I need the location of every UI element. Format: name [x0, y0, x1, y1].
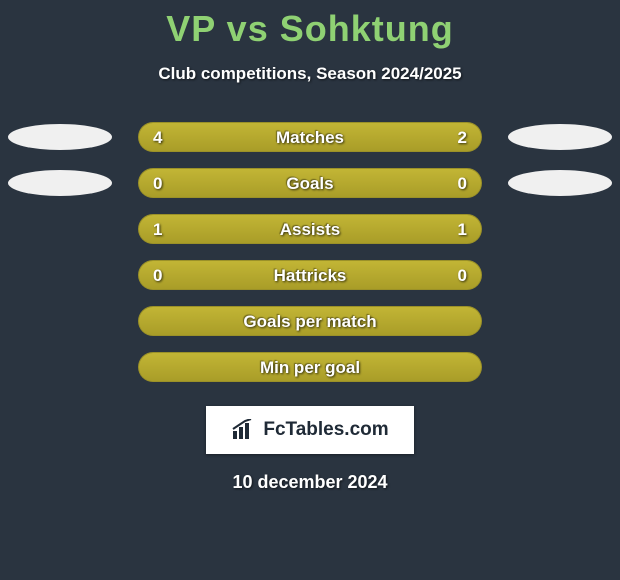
- stat-bar-track: Assists1 1: [138, 214, 482, 244]
- stat-bar-track: Goals0 0: [138, 168, 482, 198]
- stat-bar-track: Hattricks0 0: [138, 260, 482, 290]
- chart-container: VP vs Sohktung Club competitions, Season…: [0, 0, 620, 493]
- stat-value-right: 2: [458, 123, 467, 152]
- team-oval-left: [8, 170, 112, 196]
- stat-row: Goals0 0: [0, 168, 620, 198]
- stat-value-left: 0: [153, 261, 162, 290]
- stat-bar-track: Min per goal: [138, 352, 482, 382]
- stat-label: Min per goal: [139, 353, 481, 382]
- stat-bar-track: Matches4 2: [138, 122, 482, 152]
- stat-label: Matches: [139, 123, 481, 152]
- date-text: 10 december 2024: [232, 472, 387, 493]
- stat-value-left: 4: [153, 123, 162, 152]
- stat-value-right: 0: [458, 169, 467, 198]
- title-left: VP: [166, 8, 215, 49]
- title-vs: vs: [216, 8, 280, 49]
- chart-icon: [231, 419, 257, 441]
- team-oval-right: [508, 170, 612, 196]
- stat-row: Min per goal: [0, 352, 620, 382]
- stat-rows: Matches42Goals00Assists11Hattricks00Goal…: [0, 122, 620, 398]
- stat-value-left: 1: [153, 215, 162, 244]
- logo-box: FcTables.com: [206, 406, 414, 454]
- page-title: VP vs Sohktung: [166, 8, 453, 50]
- stat-value-right: 1: [458, 215, 467, 244]
- stat-label: Goals per match: [139, 307, 481, 336]
- stat-label: Assists: [139, 215, 481, 244]
- team-oval-left: [8, 124, 112, 150]
- stat-row: Hattricks0 0: [0, 260, 620, 290]
- stat-bar-track: Goals per match: [138, 306, 482, 336]
- stat-row: Assists1 1: [0, 214, 620, 244]
- team-oval-right: [508, 124, 612, 150]
- stat-label: Hattricks: [139, 261, 481, 290]
- stat-label: Goals: [139, 169, 481, 198]
- stat-row: Matches4 2: [0, 122, 620, 152]
- stat-value-left: 0: [153, 169, 162, 198]
- title-right: Sohktung: [280, 8, 454, 49]
- stat-value-right: 0: [458, 261, 467, 290]
- stat-row: Goals per match: [0, 306, 620, 336]
- logo-text: FcTables.com: [263, 419, 388, 441]
- subtitle: Club competitions, Season 2024/2025: [158, 64, 461, 84]
